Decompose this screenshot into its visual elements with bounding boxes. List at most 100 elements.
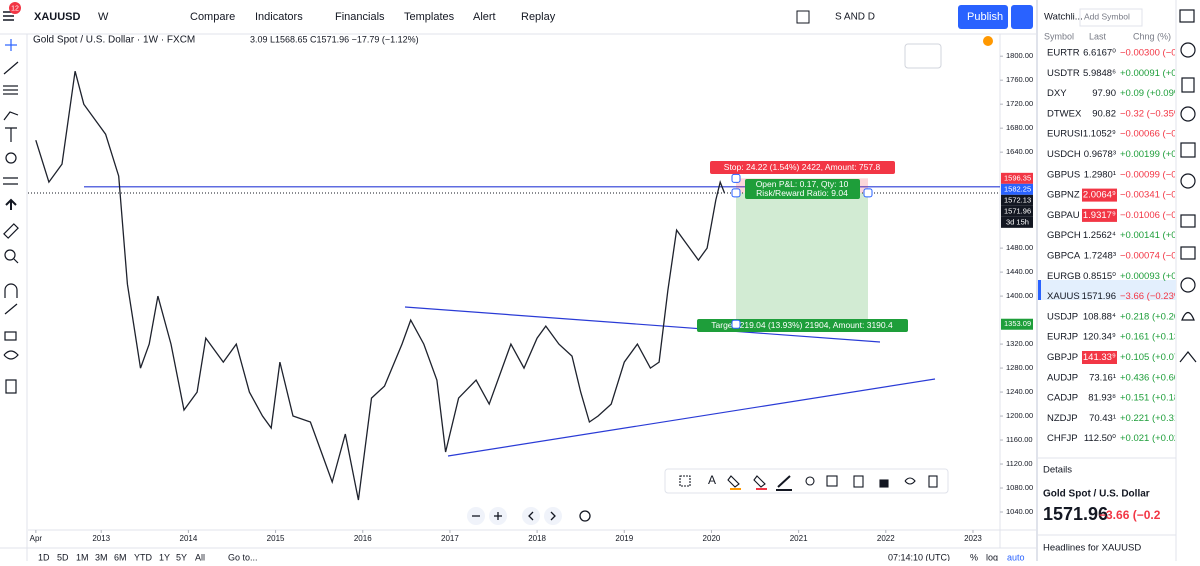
templates-button[interactable]: Templates — [404, 11, 455, 23]
range-button[interactable]: 5Y — [176, 552, 187, 562]
position-handle[interactable] — [731, 188, 741, 198]
row-last: 5.9848⁶ — [1083, 68, 1116, 79]
range-button[interactable]: 1D — [38, 552, 50, 562]
row-change: +0.105 (+0.07% — [1120, 352, 1188, 363]
watchlist-row[interactable]: GBPCH 1.2562⁴ +0.00141 (+0.1 — [1047, 230, 1184, 241]
row-change: +0.436 (+0.60% — [1120, 372, 1188, 383]
watchlist-row[interactable]: GBPNZ 2.0064⁹ −0.00341 (−0.1 — [1047, 188, 1184, 202]
x-tick-label: Apr — [30, 534, 43, 543]
last-flash — [1082, 351, 1117, 364]
watchlist-title[interactable]: Watchli... — [1044, 12, 1083, 23]
publish-button[interactable] — [958, 5, 1008, 29]
x-tick-label: 2019 — [615, 534, 633, 543]
layout-button[interactable]: S AND D — [835, 12, 875, 23]
compare-button[interactable]: Compare — [190, 11, 235, 23]
y-tick-label: 1720.00 — [1006, 99, 1033, 108]
watchlist-row[interactable]: GBPJP 141.33⁹ +0.105 (+0.07% — [1047, 351, 1188, 364]
row-last: 108.88⁴ — [1083, 311, 1116, 322]
financials-button[interactable]: Financials — [335, 11, 385, 23]
drawing-toolbar-icons[interactable] — [679, 475, 938, 491]
position-handle[interactable] — [731, 319, 741, 329]
y-tick-label: 1120.00 — [1006, 459, 1033, 468]
badge-count: 12 — [11, 5, 19, 12]
add-symbol-placeholder: Add Symbol — [1084, 11, 1130, 21]
watchlist-row[interactable]: XAUUS 1571.96 −3.66 (−0.23%) — [1047, 291, 1186, 302]
indicators-button[interactable]: Indicators — [255, 11, 303, 23]
trend-line[interactable] — [447, 378, 936, 457]
watchlist-row[interactable]: GBPAU 1.9317⁹ −0.01006 (−0.5 — [1047, 208, 1184, 222]
price-axis-label-bg — [1001, 194, 1033, 206]
price-axis-label-bg — [1001, 318, 1033, 330]
row-symbol: EURUSI — [1047, 129, 1083, 140]
interval-button[interactable]: W — [98, 11, 109, 23]
row-last: 112.50⁰ — [1084, 433, 1116, 444]
alert-button[interactable]: Alert — [473, 11, 496, 23]
object-tree-button[interactable] — [904, 43, 942, 69]
y-tick-label: 1760.00 — [1006, 75, 1033, 84]
column-header: Last — [1089, 31, 1107, 41]
watchlist-row[interactable]: GBPCA 1.7248³ −0.00074 (−0.0 — [1047, 251, 1184, 262]
range-button[interactable]: 1Y — [159, 552, 170, 562]
replay-button[interactable]: Replay — [521, 11, 556, 23]
publish-label[interactable]: Publish — [967, 11, 1003, 23]
log-toggle[interactable]: log — [986, 552, 998, 562]
details-change: −3.66 (−0.2 — [1099, 508, 1161, 522]
chart-legend: Gold Spot / U.S. Dollar · 1W · FXCM — [33, 35, 195, 46]
row-symbol: EURGB — [1047, 271, 1081, 282]
left-tools[interactable] — [3, 39, 19, 394]
y-tick-label: 1240.00 — [1006, 387, 1033, 396]
text-tool[interactable]: A — [708, 473, 716, 487]
y-tick-label: 1200.00 — [1006, 411, 1033, 420]
watchlist-row[interactable]: USDJP 108.88⁴ +0.218 (+0.20% — [1047, 311, 1188, 322]
price-axis-label-bg — [1001, 172, 1033, 184]
publish-menu[interactable] — [1011, 5, 1033, 29]
symbol-button[interactable]: XAUUSD — [34, 11, 81, 23]
position-handle[interactable] — [863, 188, 873, 198]
watchlist-row[interactable]: EURUSI 1.1052⁹ −0.00066 (−0.0 — [1047, 129, 1184, 140]
row-symbol: CADJP — [1047, 393, 1078, 404]
price-axis-label: 1596.35 — [1004, 173, 1031, 182]
details-title: Details — [1043, 465, 1072, 476]
layout-checkbox[interactable] — [796, 10, 810, 24]
range-button[interactable]: 5D — [57, 552, 69, 562]
range-button[interactable]: 1M — [76, 552, 89, 562]
watchlist-row[interactable]: EURTR 6.6167⁰ −0.00300 (−0.0 — [1047, 48, 1184, 59]
range-button[interactable]: 3M — [95, 552, 108, 562]
watchlist-row[interactable]: GBPUS 1.2980¹ −0.00099 (−0.0 — [1047, 169, 1184, 180]
range-button[interactable]: All — [195, 552, 205, 562]
watchlist-row[interactable]: EURGB 0.8515⁰ +0.00093 (+0.1 — [1047, 271, 1184, 282]
details-price: 1571.96 — [1043, 504, 1108, 524]
watchlist-row[interactable]: USDTR 5.9848⁶ +0.00091 (+0.0 — [1047, 68, 1184, 79]
row-change: −0.00099 (−0.0 — [1120, 169, 1184, 180]
watchlist-row[interactable]: DTWEX 90.82 −0.32 (−0.35%) — [1047, 108, 1186, 119]
watchlist-row[interactable]: EURJP 120.34⁹ +0.161 (+0.13% — [1047, 332, 1188, 343]
right-icons[interactable] — [1179, 9, 1197, 363]
auto-toggle[interactable]: auto — [1007, 552, 1025, 562]
row-last: 97.90 — [1092, 88, 1116, 99]
watchlist-row[interactable]: DXY 97.90 +0.09 (+0.09%) — [1047, 88, 1186, 99]
x-tick-label: 2013 — [92, 534, 110, 543]
profit-zone[interactable] — [736, 192, 868, 325]
headlines-title[interactable]: Headlines for XAUUSD — [1043, 543, 1141, 554]
x-tick-label: 2017 — [441, 534, 459, 543]
pane-nav[interactable] — [467, 507, 591, 525]
trend-line[interactable] — [404, 306, 881, 343]
add-symbol-input[interactable] — [1079, 8, 1143, 27]
goto-button[interactable]: Go to... — [228, 552, 258, 562]
watchlist-row[interactable]: CHFJP 112.50⁰ +0.021 (+0.02% — [1047, 433, 1188, 444]
watchlist-row[interactable]: NZDJP 70.43¹ +0.221 (+0.31% — [1047, 413, 1188, 424]
row-symbol: GBPCA — [1047, 251, 1081, 262]
range-button[interactable]: 6M — [114, 552, 127, 562]
y-tick-label: 1080.00 — [1006, 483, 1033, 492]
row-symbol: GBPNZ — [1047, 190, 1080, 201]
column-header: Chng (%) — [1133, 31, 1171, 41]
watchlist-row[interactable]: AUDJP 73.16¹ +0.436 (+0.60% — [1047, 372, 1188, 383]
watchlist-row[interactable]: CADJP 81.93⁸ +0.151 (+0.18% — [1047, 393, 1188, 404]
price-axis-label: 1353.09 — [1004, 319, 1031, 328]
position-handle[interactable] — [731, 173, 741, 183]
percent-toggle[interactable]: % — [970, 552, 978, 562]
pnl-label: Open P&L: 0.17, Qty: 10 — [756, 179, 849, 189]
last-flash — [1082, 208, 1117, 222]
watchlist-row[interactable]: USDCH 0.9678³ +0.00199 (+0.2 — [1047, 149, 1184, 160]
range-button[interactable]: YTD — [134, 552, 153, 562]
